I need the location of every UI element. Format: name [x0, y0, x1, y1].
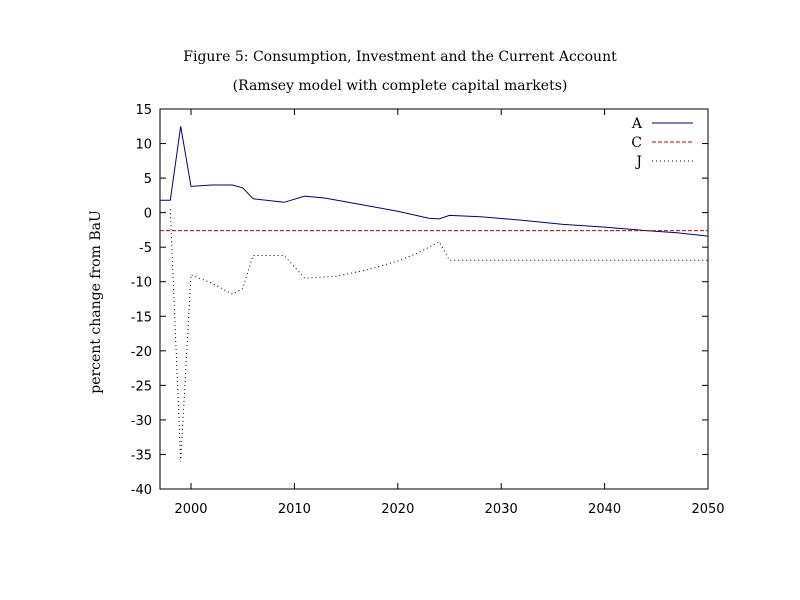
x-tick-label: 2050: [691, 502, 724, 517]
x-tick-label: 2030: [485, 502, 518, 517]
legend-label-C: C: [631, 135, 642, 151]
y-tick-label: -35: [131, 448, 152, 463]
legend-label-J: J: [634, 154, 642, 170]
y-axis-ticks: 15 10 5 0 -5 -10 -15 -20 -25 -30 -35 -40: [131, 103, 708, 498]
y-tick-label: -30: [131, 414, 152, 429]
y-tick-label: -20: [131, 345, 152, 360]
y-tick-label: -25: [131, 379, 152, 394]
y-tick-label: 15: [135, 103, 152, 118]
y-tick-label: -10: [131, 276, 152, 291]
y-tick-label: -15: [131, 310, 152, 325]
plot-frame: [159, 108, 709, 490]
x-tick-label: 2010: [278, 502, 311, 517]
y-axis-label: percent change from BaU: [88, 210, 104, 394]
chart-subtitle: (Ramsey model with complete capital mark…: [233, 78, 568, 94]
x-tick-label: 2040: [588, 502, 621, 517]
y-tick-label: -40: [131, 483, 152, 498]
series-line-A: [160, 126, 709, 237]
x-tick-label: 2020: [381, 502, 414, 517]
x-axis-ticks: 2000 2010 2020 2030 2040 2050: [174, 109, 725, 517]
y-tick-label: 5: [144, 172, 152, 187]
y-tick-label: -5: [139, 241, 152, 256]
legend-label-A: A: [631, 116, 643, 132]
series-lines: [160, 126, 709, 462]
chart-title: Figure 5: Consumption, Investment and th…: [183, 49, 617, 65]
legend: ACJ: [631, 116, 693, 170]
y-tick-label: 0: [144, 207, 152, 222]
x-tick-label: 2000: [174, 502, 207, 517]
y-tick-label: 10: [135, 138, 152, 153]
series-line-J: [169, 209, 708, 462]
